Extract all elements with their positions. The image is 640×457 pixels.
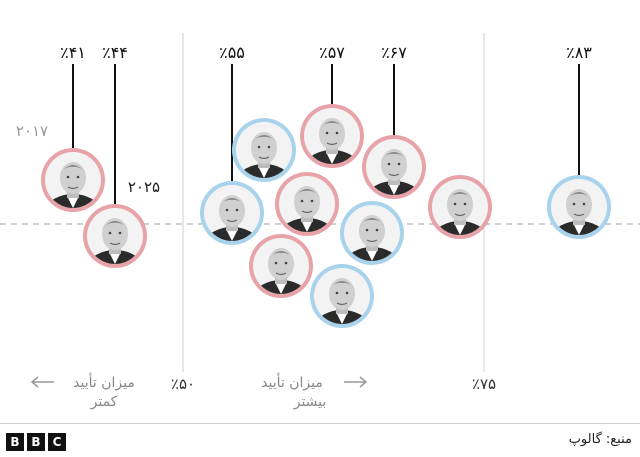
source-credit: منبع: گالوپ	[568, 432, 632, 447]
value-label: ٪۵۷	[319, 43, 345, 62]
higher-approval-label: میزان تأیید	[261, 372, 323, 391]
president-portrait-icon	[253, 238, 309, 294]
value-label: ٪۶۷	[381, 43, 407, 62]
president-portrait-icon	[304, 108, 360, 164]
value-label: ٪۴۱	[60, 43, 86, 62]
year-label: ۲۰۱۷	[16, 122, 48, 140]
president-portrait-icon	[432, 179, 488, 235]
president-portrait-icon	[279, 176, 335, 232]
president-portrait-icon	[366, 139, 422, 195]
lower-approval-label: کمتر	[90, 394, 118, 410]
bbc-logo-letter: C	[48, 433, 66, 451]
value-label: ٪۴۴	[102, 43, 128, 62]
bbc-logo: B B C	[6, 433, 66, 451]
president-portrait-icon	[551, 179, 607, 235]
x-tick-label: ٪۷۵	[472, 375, 496, 393]
president-portrait-icon	[314, 268, 370, 324]
x-tick-label: ٪۵۰	[171, 375, 195, 393]
year-label: ۲۰۲۵	[128, 178, 160, 196]
arrow-right-icon	[344, 376, 368, 388]
lower-approval-label: میزان تأیید	[73, 372, 135, 391]
president-portrait-icon	[236, 122, 292, 178]
value-label: ٪۸۳	[566, 43, 592, 62]
bbc-logo-letter: B	[27, 433, 45, 451]
bbc-logo-letter: B	[6, 433, 24, 451]
footer: B B C منبع: گالوپ	[0, 423, 640, 457]
president-portrait-icon	[344, 205, 400, 261]
arrow-left-icon	[30, 376, 54, 388]
value-label: ٪۵۵	[219, 43, 245, 62]
president-portrait-icon	[87, 208, 143, 264]
higher-approval-label: بیشتر	[293, 394, 327, 410]
president-portrait-icon	[204, 185, 260, 241]
president-portrait-icon	[45, 152, 101, 208]
